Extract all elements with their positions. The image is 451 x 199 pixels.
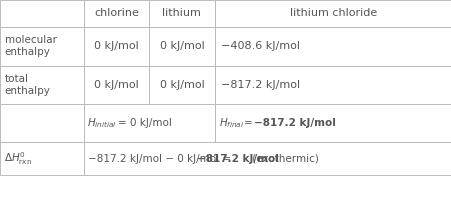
Bar <box>0 66 83 104</box>
Text: lithium: lithium <box>162 8 201 19</box>
Text: $H_\mathregular{initial}$: $H_\mathregular{initial}$ <box>87 116 117 130</box>
Text: 0 kJ/mol: 0 kJ/mol <box>94 41 138 51</box>
Text: (exothermic): (exothermic) <box>248 154 318 164</box>
Bar <box>0 104 83 142</box>
Bar <box>149 27 214 66</box>
Text: lithium chloride: lithium chloride <box>289 8 376 19</box>
Bar <box>0 0 83 27</box>
Text: total
enthalpy: total enthalpy <box>5 74 50 96</box>
Text: −817.2 kJ/mol: −817.2 kJ/mol <box>196 154 278 164</box>
Bar <box>214 27 451 66</box>
Text: = 0 kJ/mol: = 0 kJ/mol <box>117 118 171 128</box>
Text: molecular
enthalpy: molecular enthalpy <box>5 35 56 57</box>
Text: chlorine: chlorine <box>94 8 138 19</box>
Bar <box>214 66 451 104</box>
Text: 0 kJ/mol: 0 kJ/mol <box>159 41 204 51</box>
Bar <box>149 66 214 104</box>
Text: $\Delta H^0_\mathregular{rxn}$: $\Delta H^0_\mathregular{rxn}$ <box>4 150 32 167</box>
Text: −408.6 kJ/mol: −408.6 kJ/mol <box>221 41 300 51</box>
Bar <box>0 142 83 175</box>
Text: 0 kJ/mol: 0 kJ/mol <box>159 80 204 90</box>
Text: −817.2 kJ/mol: −817.2 kJ/mol <box>253 118 335 128</box>
Text: $H_\mathregular{final}$: $H_\mathregular{final}$ <box>219 116 244 130</box>
Bar <box>83 66 149 104</box>
Text: −817.2 kJ/mol − 0 kJ/mol =: −817.2 kJ/mol − 0 kJ/mol = <box>88 154 234 164</box>
Text: 0 kJ/mol: 0 kJ/mol <box>94 80 138 90</box>
Bar <box>0 27 83 66</box>
Bar <box>83 0 149 27</box>
Bar <box>83 104 214 142</box>
Bar <box>83 27 149 66</box>
Bar <box>214 104 451 142</box>
Text: −817.2 kJ/mol: −817.2 kJ/mol <box>221 80 300 90</box>
Bar <box>83 142 451 175</box>
Bar <box>214 0 451 27</box>
Bar <box>149 0 214 27</box>
Text: =: = <box>244 118 256 128</box>
